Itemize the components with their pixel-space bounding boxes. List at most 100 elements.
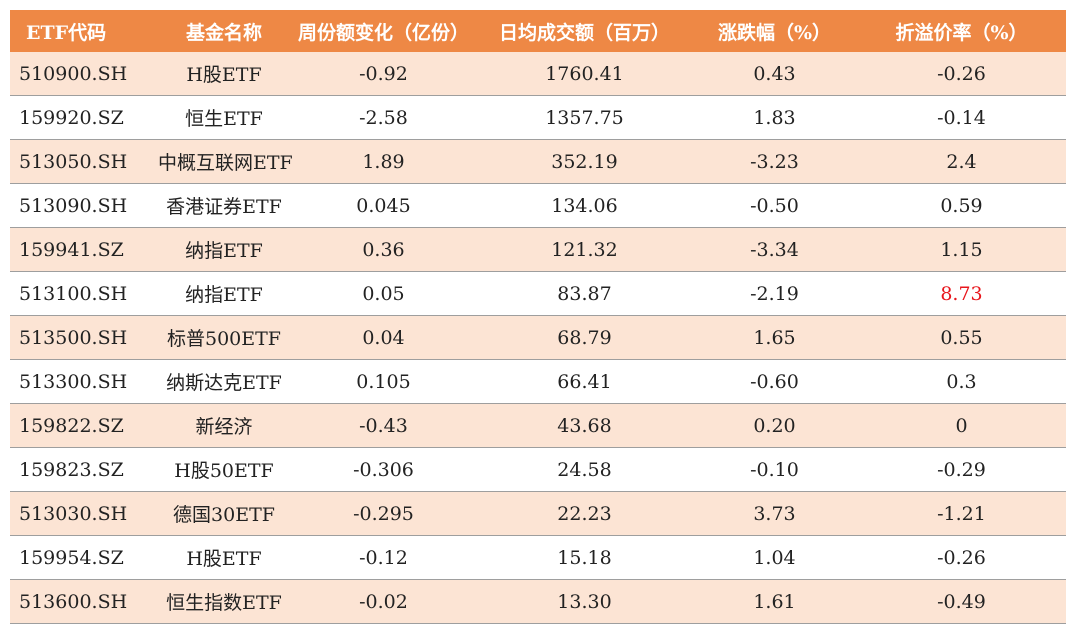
cell-avg-turnover: 15.18 [557,546,612,569]
cell-etf-code: 159941.SZ [19,238,124,261]
cell-share-change: -0.02 [359,590,408,613]
cell-fund-name: H股ETF [186,548,262,570]
cell-avg-turnover: 68.79 [557,326,612,349]
cell-etf-code: 510900.SH [19,62,128,85]
table-row: 159954.SZ H股ETF -0.12 15.18 1.04 -0.26 [10,536,1066,580]
cell-fund-name: H股50ETF [174,460,274,482]
cell-etf-code: 513050.SH [19,150,128,173]
etf-table: ETF代码 基金名称 周份额变化（亿份） 日均成交额（百万） 涨跌幅（%） 折溢… [10,10,1066,624]
cell-change-pct: 1.83 [753,106,796,129]
cell-premium: -0.49 [937,590,986,613]
cell-etf-code: 513100.SH [19,282,128,305]
cell-avg-turnover: 352.19 [551,150,618,173]
cell-avg-turnover: 134.06 [551,194,618,217]
cell-premium: -0.29 [937,458,986,481]
cell-premium: 2.4 [946,150,977,173]
cell-change-pct: -0.10 [750,458,799,481]
cell-avg-turnover: 13.30 [557,590,612,613]
table-row: 513600.SH 恒生指数ETF -0.02 13.30 1.61 -0.49 [10,580,1066,624]
cell-premium: 0.55 [940,326,983,349]
cell-etf-code: 159954.SZ [19,546,124,569]
cell-fund-name: 恒生ETF [185,108,263,130]
table-row: 513050.SH 中概互联网ETF 1.89 352.19 -3.23 2.4 [10,140,1066,184]
cell-change-pct: -3.23 [750,150,799,173]
table-row: 513090.SH 香港证券ETF 0.045 134.06 -0.50 0.59 [10,184,1066,228]
cell-fund-name: 中概互联网ETF [158,152,293,174]
cell-etf-code: 513500.SH [19,326,128,349]
cell-share-change: 0.105 [356,370,411,393]
table-header: ETF代码 基金名称 周份额变化（亿份） 日均成交额（百万） 涨跌幅（%） 折溢… [10,10,1066,52]
cell-change-pct: 1.65 [753,326,796,349]
cell-avg-turnover: 43.68 [557,414,612,437]
table-row: 159822.SZ 新经济 -0.43 43.68 0.20 0 [10,404,1066,448]
cell-change-pct: 0.43 [753,62,796,85]
cell-avg-turnover: 24.58 [557,458,612,481]
cell-premium: -0.14 [937,106,986,129]
cell-fund-name: 纳斯达克ETF [166,372,282,394]
cell-premium: 0.3 [946,370,977,393]
cell-fund-name: H股ETF [186,64,262,86]
cell-avg-turnover: 22.23 [557,502,612,525]
cell-premium: -0.26 [937,62,986,85]
cell-share-change: 1.89 [362,150,405,173]
cell-premium: 1.15 [940,238,983,261]
table-body: 510900.SH H股ETF -0.92 1760.41 0.43 -0.26 15992… [10,52,1066,624]
table-row: 513100.SH 纳指ETF 0.05 83.87 -2.19 8.73 [10,272,1066,316]
cell-change-pct: 0.20 [753,414,796,437]
cell-fund-name: 德国30ETF [173,504,275,526]
cell-share-change: 0.05 [362,282,405,305]
header-etf-code: ETF代码 [26,21,107,44]
table-row: 513300.SH 纳斯达克ETF 0.105 66.41 -0.60 0.3 [10,360,1066,404]
table-row: 513030.SH 德国30ETF -0.295 22.23 3.73 -1.21 [10,492,1066,536]
cell-change-pct: 3.73 [753,502,796,525]
cell-fund-name: 纳指ETF [185,284,263,306]
cell-share-change: 0.045 [356,194,411,217]
table-row: 510900.SH H股ETF -0.92 1760.41 0.43 -0.26 [10,52,1066,96]
cell-fund-name: 香港证券ETF [166,196,282,218]
cell-share-change: 0.36 [362,238,405,261]
cell-etf-code: 513600.SH [19,590,128,613]
table-row: 159941.SZ 纳指ETF 0.36 121.32 -3.34 1.15 [10,228,1066,272]
header-premium: 折溢价率（%） [895,21,1028,44]
cell-change-pct: 1.04 [753,546,796,569]
cell-share-change: -0.12 [359,546,408,569]
cell-change-pct: -3.34 [750,238,799,261]
cell-fund-name: 标普500ETF [167,328,281,350]
cell-fund-name: 新经济 [195,416,253,438]
cell-change-pct: -0.60 [750,370,799,393]
cell-premium: 8.73 [940,282,983,305]
cell-avg-turnover: 83.87 [557,282,612,305]
cell-premium: 0 [955,414,968,437]
cell-avg-turnover: 1760.41 [545,62,624,85]
header-avg-turnover: 日均成交额（百万） [498,21,670,44]
cell-share-change: -0.295 [353,502,414,525]
cell-avg-turnover: 66.41 [557,370,612,393]
header-change-pct: 涨跌幅（%） [717,21,832,44]
table-row: 513500.SH 标普500ETF 0.04 68.79 1.65 0.55 [10,316,1066,360]
cell-etf-code: 159822.SZ [19,414,124,437]
cell-avg-turnover: 1357.75 [545,106,624,129]
cell-etf-code: 513090.SH [19,194,128,217]
header-fund-name: 基金名称 [185,21,262,44]
table-row: 159920.SZ 恒生ETF -2.58 1357.75 1.83 -0.14 [10,96,1066,140]
cell-share-change: -2.58 [359,106,408,129]
cell-etf-code: 513030.SH [19,502,128,525]
cell-etf-code: 159920.SZ [19,106,124,129]
cell-premium: -0.26 [937,546,986,569]
cell-fund-name: 恒生指数ETF [166,592,282,614]
cell-etf-code: 513300.SH [19,370,128,393]
cell-change-pct: -2.19 [750,282,799,305]
cell-premium: -1.21 [937,502,986,525]
cell-share-change: -0.306 [353,458,414,481]
cell-fund-name: 纳指ETF [185,240,263,262]
cell-avg-turnover: 121.32 [551,238,618,261]
cell-change-pct: 1.61 [753,590,796,613]
cell-premium: 0.59 [940,194,983,217]
cell-share-change: 0.04 [362,326,405,349]
cell-share-change: -0.92 [359,62,408,85]
table-row: 159823.SZ H股50ETF -0.306 24.58 -0.10 -0.29 [10,448,1066,492]
cell-share-change: -0.43 [359,414,408,437]
header-share-change: 周份额变化（亿份） [297,21,469,44]
cell-etf-code: 159823.SZ [19,458,124,481]
cell-change-pct: -0.50 [750,194,799,217]
